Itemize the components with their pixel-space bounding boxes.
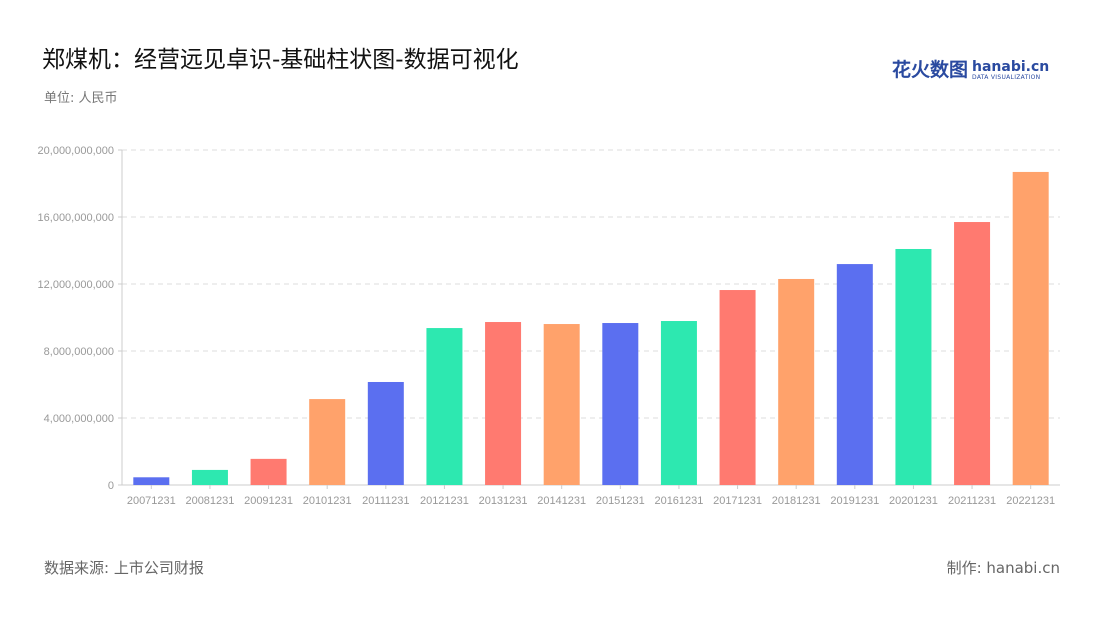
- x-tick-label: 20111231: [362, 495, 409, 507]
- bar: [836, 264, 873, 485]
- bar: [191, 469, 228, 485]
- bar: [1012, 171, 1049, 485]
- x-tick-label: 20071231: [127, 495, 176, 507]
- bar: [133, 477, 170, 485]
- bar: [602, 323, 639, 485]
- y-tick-label: 4,000,000,000: [44, 413, 114, 425]
- x-tick-label: 20101231: [303, 495, 352, 507]
- logo-cn: 花火数图: [892, 59, 969, 81]
- x-tick-label: 20211231: [948, 495, 996, 507]
- x-tick-label: 20091231: [244, 495, 293, 507]
- x-tick-label: 20201231: [889, 495, 938, 507]
- y-tick-label: 16,000,000,000: [38, 212, 114, 224]
- x-tick-label: 20191231: [830, 495, 879, 507]
- x-tick-label: 20221231: [1006, 495, 1055, 507]
- logo: 花火数图 hanabi.cn DATA VISUALIZATION: [892, 58, 1049, 82]
- x-tick-label: 20141231: [537, 495, 586, 507]
- logo-en: hanabi.cn DATA VISUALIZATION: [972, 59, 1049, 82]
- bar: [778, 278, 815, 485]
- data-source: 数据来源: 上市公司财报: [44, 559, 204, 577]
- x-tick-label: 20081231: [185, 495, 234, 507]
- y-tick-label: 0: [108, 480, 114, 492]
- bar: [719, 290, 756, 485]
- bar: [485, 322, 522, 485]
- logo-en-main: hanabi.cn: [972, 58, 1050, 75]
- y-tick-label: 20,000,000,000: [38, 145, 114, 157]
- chart-title: 郑煤机：经营远见卓识-基础柱状图-数据可视化: [42, 47, 519, 73]
- y-tick-label: 12,000,000,000: [38, 279, 114, 291]
- x-tick-label: 20181231: [772, 495, 821, 507]
- bar: [426, 328, 463, 485]
- bar: [660, 321, 697, 485]
- bar: [895, 248, 932, 485]
- unit-label: 单位: 人民币: [44, 91, 118, 106]
- credit: 制作: hanabi.cn: [946, 559, 1060, 577]
- x-tick-label: 20131231: [479, 495, 528, 507]
- x-tick-label: 20171231: [713, 495, 762, 507]
- x-tick-label: 20121231: [420, 495, 469, 507]
- logo-en-sub: DATA VISUALIZATION: [972, 73, 1041, 81]
- bar: [250, 458, 287, 485]
- bar: [367, 381, 404, 485]
- x-tick-label: 20161231: [654, 495, 703, 507]
- bar: [309, 399, 346, 485]
- y-tick-label: 8,000,000,000: [44, 346, 114, 358]
- bar: [543, 324, 580, 485]
- x-tick-label: 20151231: [596, 495, 645, 507]
- bar: [954, 222, 991, 485]
